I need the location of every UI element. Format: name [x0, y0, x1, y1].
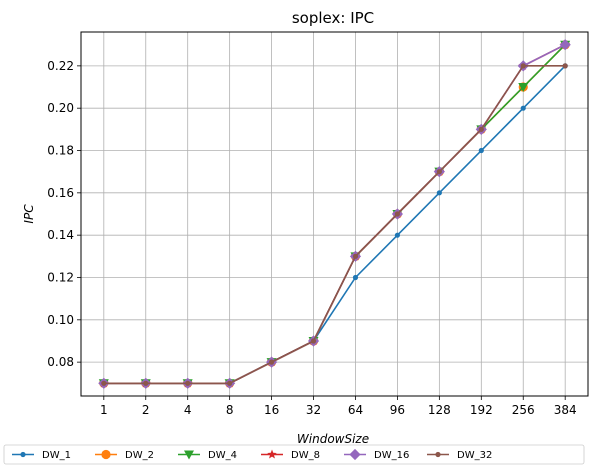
x-tick-label: 4	[184, 403, 192, 417]
y-tick-label: 0.10	[47, 313, 74, 327]
data-point	[185, 380, 191, 386]
data-point	[143, 380, 149, 386]
y-axis-label: IPC	[22, 204, 36, 224]
data-point	[436, 169, 442, 175]
data-point	[394, 232, 401, 238]
plot-frame	[80, 31, 589, 397]
series-layer	[98, 39, 571, 389]
data-point	[310, 338, 317, 344]
data-point	[562, 63, 568, 69]
legend-marker	[184, 450, 194, 460]
legend-label: DW_16	[374, 450, 409, 461]
legend-label: DW_2	[125, 450, 154, 461]
x-tick-label: 2	[142, 403, 150, 417]
data-point	[478, 126, 484, 132]
axes: 1 2 4 8 16 32 64 96 128 192 256 384 0.08 0.10 0.12 0.14…	[47, 59, 576, 417]
legend-marker	[20, 451, 26, 458]
y-tick-label: 0.14	[47, 228, 74, 242]
data-point	[394, 211, 401, 217]
legend-label: DW_1	[42, 450, 71, 461]
data-point	[518, 83, 529, 93]
x-tick-label: 64	[348, 403, 363, 417]
legend-label: DW_32	[457, 450, 492, 461]
legend-item: DW_16	[344, 448, 409, 461]
legend-label: DW_8	[291, 450, 320, 461]
data-point	[227, 380, 233, 386]
data-point	[436, 190, 442, 196]
legend-item: DW_1	[12, 450, 71, 461]
data-point	[478, 147, 484, 154]
legend-marker	[435, 451, 441, 458]
x-tick-label: 32	[306, 403, 321, 417]
legend-item: DW_2	[95, 449, 154, 461]
data-point	[520, 105, 526, 111]
x-tick-label: 384	[554, 403, 577, 417]
x-tick-label: 1	[100, 403, 108, 417]
x-tick-label: 128	[428, 403, 451, 417]
series-line	[103, 65, 566, 385]
legend-marker	[349, 448, 361, 461]
chart-title: soplex: IPC	[292, 9, 374, 27]
legend-box	[3, 444, 585, 465]
y-tick-label: 0.20	[47, 101, 74, 115]
legend-label: DW_4	[208, 450, 237, 461]
legend-item: DW_32	[427, 450, 492, 461]
data-point	[352, 274, 359, 281]
y-tick-label: 0.22	[47, 59, 74, 73]
y-tick-label: 0.18	[47, 144, 74, 158]
x-tick-label: 8	[226, 403, 234, 417]
x-tick-label: 96	[390, 403, 405, 417]
x-tick-label: 16	[264, 403, 279, 417]
data-point	[559, 39, 571, 51]
legend-marker	[101, 449, 111, 460]
legend-item: DW_4	[178, 450, 237, 461]
data-point	[520, 63, 526, 69]
x-tick-label: 192	[470, 403, 493, 417]
x-axis-label: WindowSize	[297, 432, 369, 446]
y-tick-label: 0.08	[47, 355, 74, 369]
data-point	[101, 380, 107, 386]
legend-marker	[267, 449, 277, 459]
grid	[81, 32, 588, 396]
y-tick-label: 0.12	[47, 270, 74, 284]
legend-item: DW_8	[261, 449, 320, 461]
data-point	[268, 359, 275, 365]
x-tick-label: 256	[512, 403, 535, 417]
legend: DW_1 DW_2 DW_4 DW_8 DW_16 DW_32	[3, 444, 585, 465]
data-point	[352, 253, 359, 259]
y-tick-label: 0.16	[47, 186, 74, 200]
series-dw-32	[101, 63, 568, 386]
